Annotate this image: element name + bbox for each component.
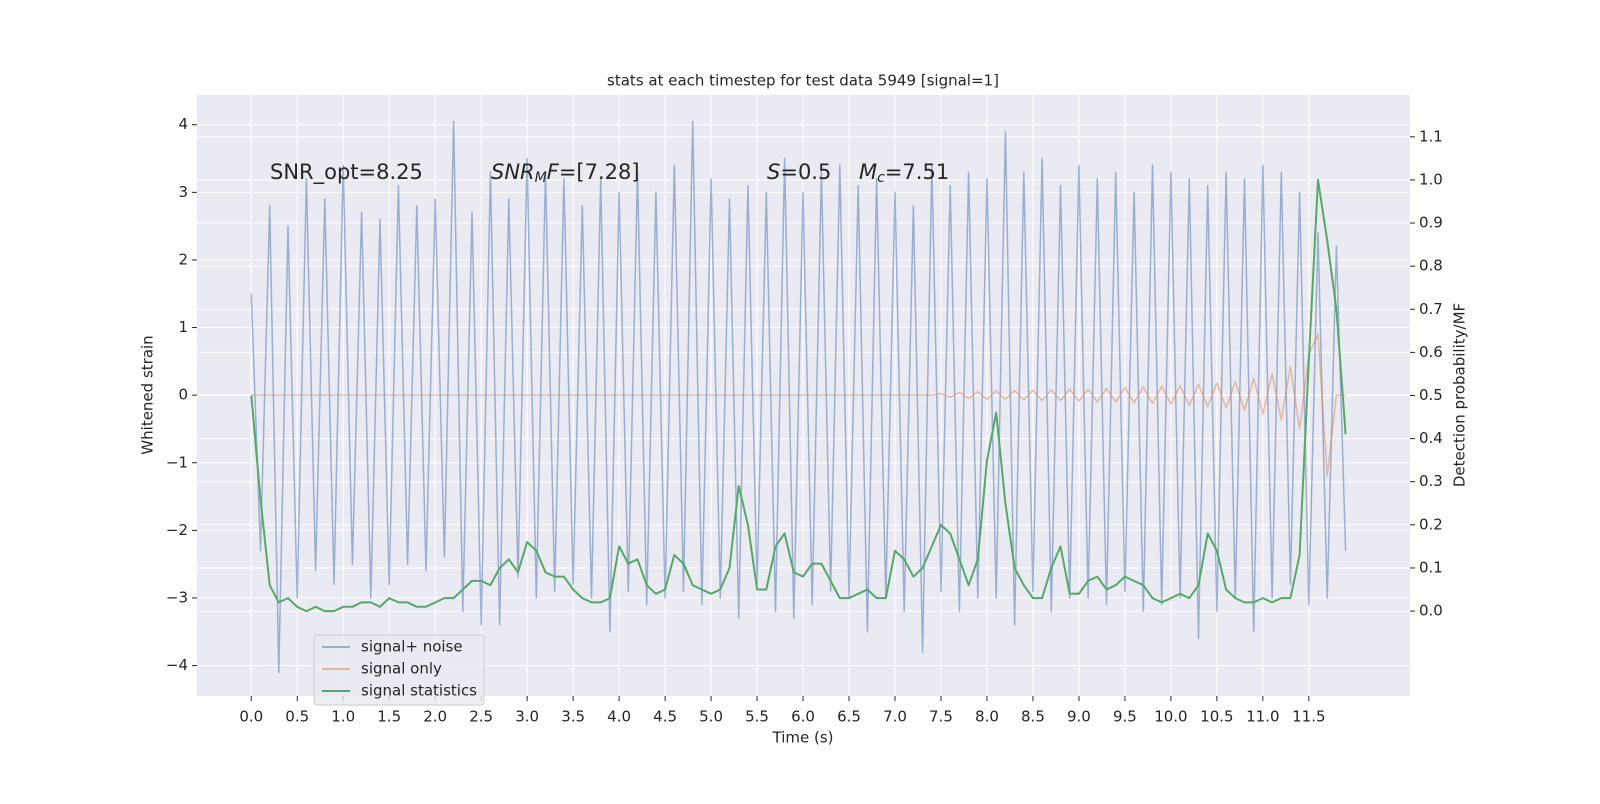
x-tick-label: 8.0 [975,708,999,726]
annotation: SNRMF=[7.28] [491,160,640,186]
y2-tick-label: 0.4 [1419,429,1443,447]
annotation-part: =0.5 [780,160,831,184]
x-tick-label: 11.5 [1292,708,1325,726]
y2-tick-label: 0.2 [1419,515,1443,533]
legend-box [313,634,485,706]
y-tick-label: 3 [178,183,188,201]
y-tick-label: −1 [166,453,188,471]
x-tick-label: 3.5 [561,708,585,726]
annotation-part: M [535,170,547,186]
y-tick-label: −3 [166,588,188,606]
x-tick-label: 9.0 [1067,708,1091,726]
y2-tick-label: 0.8 [1419,257,1443,275]
y-tick-label: −2 [166,521,188,539]
y2-tick-label: 0.3 [1419,472,1443,490]
x-tick-label: 0.0 [239,708,263,726]
annotation-part: =7.51 [885,160,949,184]
legend-label: signal only [361,660,442,678]
x-tick-label: 9.5 [1113,708,1137,726]
x-tick-label: 1.5 [377,708,401,726]
chart-title: stats at each timestep for test data 594… [607,72,999,90]
legend-label: signal+ noise [361,638,463,656]
x-tick-label: 5.5 [745,708,769,726]
marks [250,120,1347,674]
annotation-part: F [547,160,560,184]
y2-tick-label: 1.0 [1419,170,1443,188]
annotation-part: c [877,170,885,186]
series-line [250,178,1347,613]
x-tick-label: 5.0 [699,708,723,726]
x-tick-label: 2.5 [469,708,493,726]
legend: signal+ noise signal only signal statistic… [313,634,485,706]
annotation: Mc=7.51 [859,160,949,186]
x-tick-label: 3.0 [515,708,539,726]
x-tick-label: 8.5 [1021,708,1045,726]
x-tick-label: 10.5 [1200,708,1233,726]
y-tick-label: 2 [178,250,188,268]
annotation: SNR_opt=8.25 [270,160,423,185]
x-tick-label: 6.0 [791,708,815,726]
series-line [250,120,1347,674]
y2-axis-label: Detection probability/MF [1451,303,1469,487]
annotation-part: =[7.28] [559,160,640,184]
x-tick-label: 11.0 [1246,708,1279,726]
annotation-part: SNR [491,160,535,184]
x-tick-label: 10.0 [1154,708,1187,726]
x-axis-label: Time (s) [772,729,834,747]
x-tick-label: 4.0 [607,708,631,726]
x-tick-label: 7.5 [929,708,953,726]
annotation-part: SNR_opt=8.25 [270,160,423,185]
y2-tick-label: 0.1 [1419,558,1443,576]
y-tick-label: 4 [178,115,188,133]
y-axis-label: Whitened strain [139,335,157,454]
annotation: S=0.5 [767,160,831,184]
y-tick-label: 1 [178,318,188,336]
x-tick-label: 6.5 [837,708,861,726]
y2-tick-label: 0.9 [1419,214,1443,232]
annotation-part: M [859,160,877,184]
x-tick-label: 2.0 [423,708,447,726]
y2-tick-label: 0.5 [1419,386,1443,404]
annotation-part: S [767,160,780,184]
x-tick-label: 1.0 [331,708,355,726]
x-tick-label: 0.5 [285,708,309,726]
axes: 0.0 0.5 1.0 1.5 2.0 2.5 3.0 3.5 4.0 4.5 5.0 5.5 6.0 6… [166,115,1443,725]
x-tick-label: 4.5 [653,708,677,726]
legend-label: signal statistics [361,682,477,700]
y2-tick-label: 0.6 [1419,343,1443,361]
y2-tick-label: 0.0 [1419,602,1443,620]
x-tick-label: 7.0 [883,708,907,726]
y2-tick-label: 1.1 [1419,127,1443,145]
series-line [251,333,1346,478]
y-tick-label: −4 [166,656,188,674]
y2-tick-label: 0.7 [1419,300,1443,318]
y-tick-label: 0 [178,386,188,404]
